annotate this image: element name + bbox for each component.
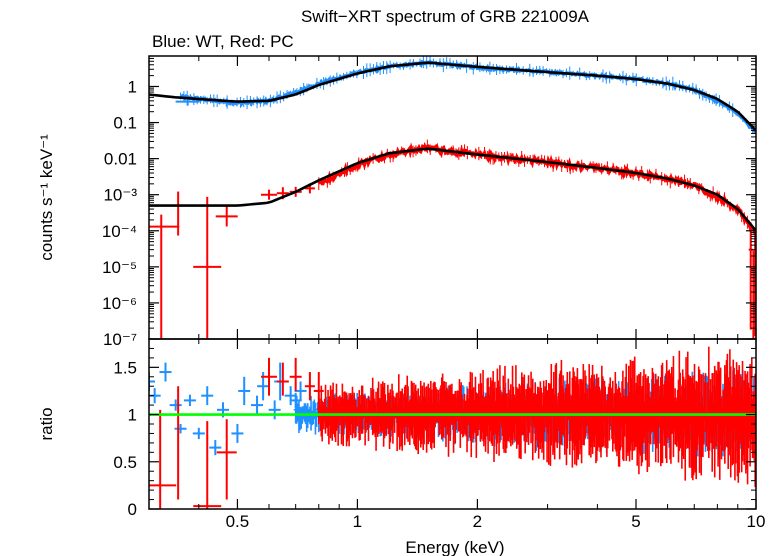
spectrum-y-tick-label: 10⁻⁵	[102, 258, 137, 277]
x-tick-label: 1	[353, 512, 362, 531]
wt-spectrum-points	[180, 58, 756, 134]
spectrum-y-axis-label: counts s⁻¹ keV⁻¹	[37, 134, 56, 261]
x-tick-label: 10	[747, 512, 766, 531]
ratio-y-tick-label: 0.5	[113, 453, 137, 472]
x-tick-label: 5	[631, 512, 640, 531]
spectrum-y-tick-label: 10⁻⁶	[102, 294, 137, 313]
ratio-panel: 0 0.5 1 1.5 ratio	[37, 338, 757, 519]
spectrum-y-tick-label: 10⁻⁴	[102, 222, 137, 241]
spectrum-y-tick-label: 10⁻⁷	[103, 330, 137, 349]
spectrum-y-tick-label: 0.1	[113, 114, 137, 133]
chart-title: Swift−XRT spectrum of GRB 221009A	[301, 7, 590, 26]
x-tick-label: 0.5	[226, 512, 250, 531]
spectrum-y-tick-label: 1	[128, 77, 137, 96]
x-tick-label: 2	[473, 512, 482, 531]
spectrum-y-tick-label: 0.01	[104, 150, 137, 169]
x-axis-label: Energy (keV)	[405, 538, 504, 556]
pc-model-curve	[149, 147, 756, 232]
ratio-y-tick-label: 0	[128, 500, 137, 519]
ratio-y-axis-label: ratio	[37, 407, 56, 440]
pc-spectrum-points	[317, 142, 756, 237]
chart-subtitle: Blue: WT, Red: PC	[152, 32, 294, 51]
ratio-y-tick-label: 1.5	[113, 358, 137, 377]
spectrum-y-tick-label: 10⁻³	[103, 186, 137, 205]
wt-model-curve	[149, 61, 756, 132]
ratio-y-tick-label: 1	[128, 406, 137, 425]
